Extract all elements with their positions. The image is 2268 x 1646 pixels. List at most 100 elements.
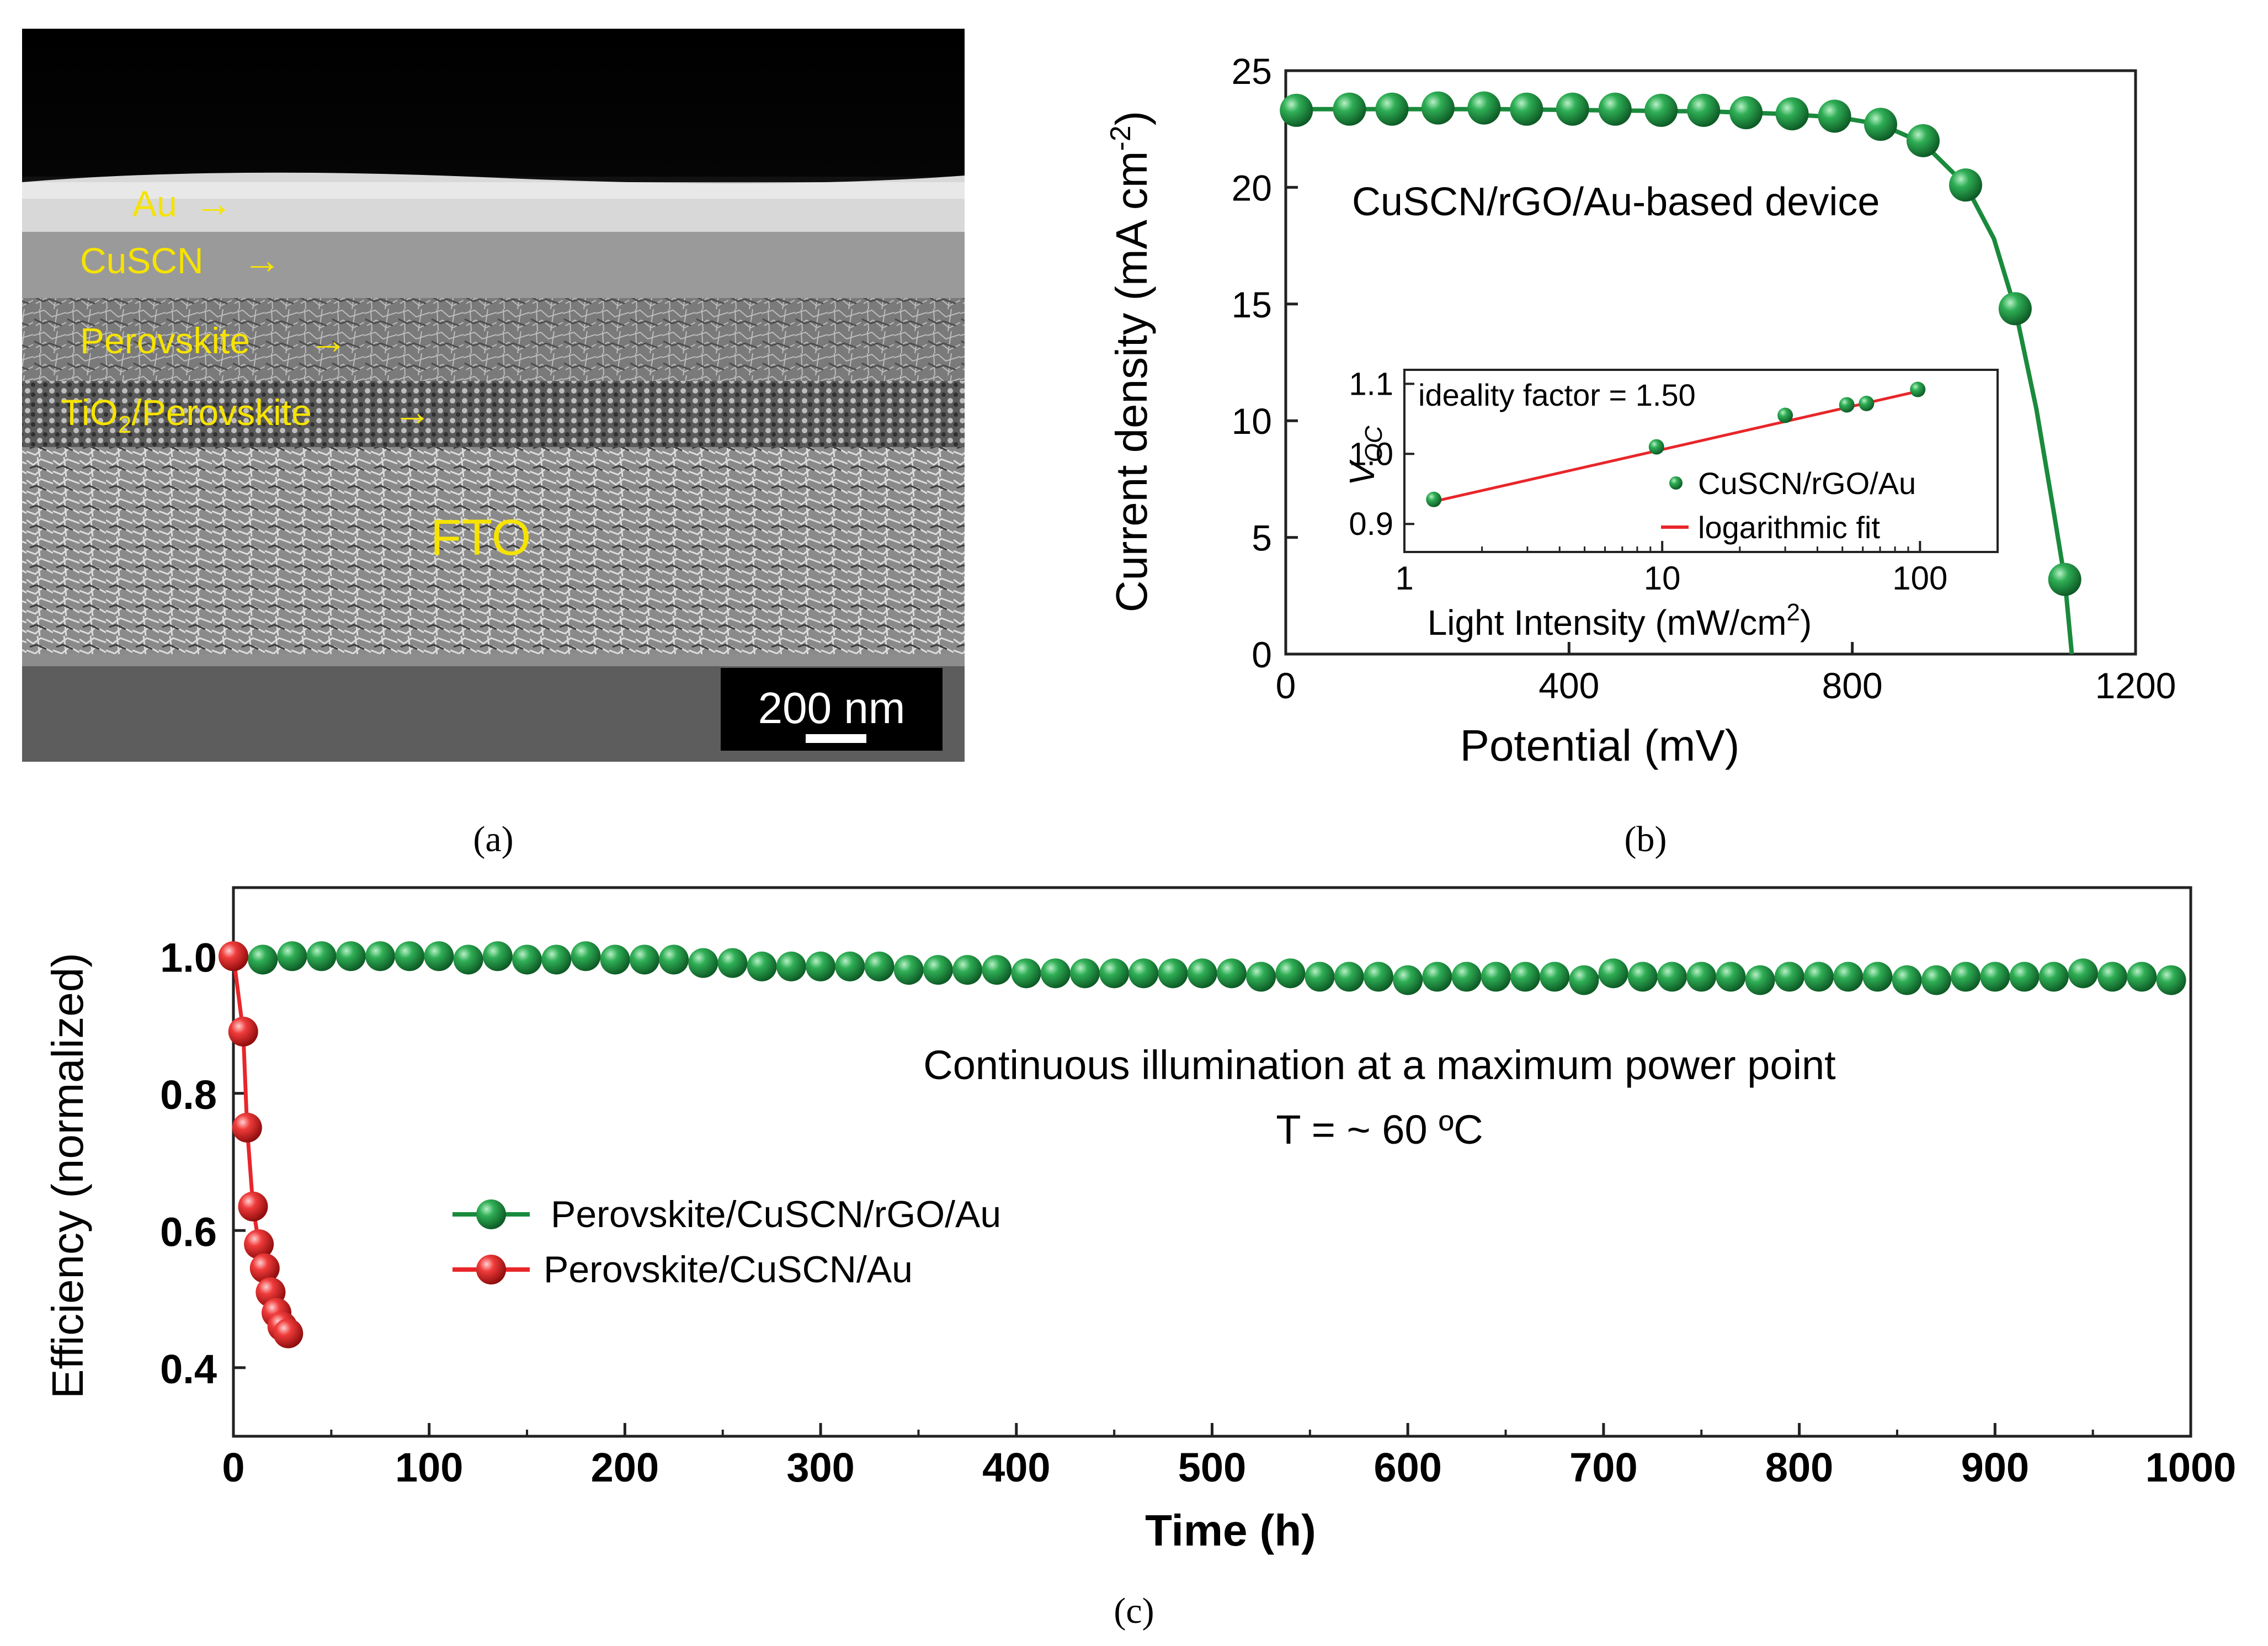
jv-point [1333, 92, 1366, 126]
series-green-point [1069, 958, 1100, 989]
series-green-point [1334, 962, 1364, 992]
inset-ytick-label: 1.1 [1349, 366, 1393, 402]
stability-ytick-label: 0.6 [160, 1209, 217, 1255]
series-green-point [1921, 965, 1951, 995]
inset-xtick-label: 10 [1644, 560, 1681, 597]
series-green-point [1833, 962, 1864, 992]
series-green-point [1716, 962, 1746, 992]
inset-point [1859, 395, 1875, 411]
series-red-point [249, 1253, 280, 1283]
jv-chart: 0 400 800 1200 0 5 10 15 20 25 CuSCN/rGO/Au-based… [1105, 51, 2176, 770]
stability-xtick-label: 100 [395, 1445, 463, 1490]
series-green-point [1187, 958, 1217, 989]
series-green-point [571, 941, 601, 971]
inset-legend-label-points: CuSCN/rGO/Au [1698, 466, 1916, 501]
jv-point [1687, 93, 1721, 127]
inset-axes: 1 10 100 0.9 1.0 1.1 [1349, 366, 1999, 597]
jv-point [2048, 562, 2081, 596]
sem-arrow-perovskite: → [309, 318, 348, 362]
series-green-point [1481, 962, 1511, 992]
series-green-point [2009, 962, 2040, 992]
stability-ytick-label: 0.4 [160, 1346, 217, 1392]
voc-inset: 1 10 100 0.9 1.0 1.1 ideality factor = 1.50 L… [1342, 366, 1999, 643]
jv-point [1375, 92, 1409, 126]
panel-label-b: (b) [1625, 819, 1667, 859]
inset-legend-marker [1669, 476, 1683, 490]
stability-xtick-label: 400 [982, 1445, 1050, 1490]
jv-point [1280, 93, 1313, 127]
series-green-point [600, 944, 630, 975]
jv-point [1907, 124, 1940, 157]
series-green-point [2156, 965, 2186, 995]
jv-plot-frame [1284, 69, 2137, 656]
sem-arrow-au: → [194, 182, 233, 225]
jv-title: CuSCN/rGO/Au-based device [1352, 180, 1880, 224]
series-green-point [365, 941, 396, 971]
series-green-point [1540, 962, 1570, 992]
series-green-point [1128, 958, 1159, 989]
series-green-point [1275, 958, 1306, 989]
inset-frame [1403, 369, 1999, 553]
series-green-point [776, 951, 806, 981]
series-red-point [232, 1112, 262, 1143]
series-green-point [1158, 958, 1188, 989]
scale-bar-label: 200 nm [758, 683, 906, 732]
series-green-point [336, 941, 366, 971]
series-red-point [238, 1191, 268, 1222]
series-green-point [952, 955, 983, 985]
jv-point [1556, 92, 1589, 126]
scale-bar-line [806, 734, 866, 743]
sem-fto-layer [22, 447, 965, 657]
stability-xtick-label: 1000 [2145, 1445, 2237, 1490]
inset-xtick-label: 100 [1892, 560, 1947, 597]
jv-ytick-label: 10 [1232, 401, 1272, 442]
stability-ytick-label: 1.0 [160, 934, 217, 980]
series-green-point [1657, 962, 1687, 992]
series-green-point [1305, 962, 1335, 992]
jv-point [1998, 292, 2032, 326]
sem-glass-edge [22, 654, 965, 666]
stability-annotation-temp: T = ~ 60 ºC [1276, 1107, 1483, 1153]
series-green-point [1804, 962, 1834, 992]
series-green-point [453, 944, 483, 975]
inset-xtick-label: 1 [1395, 560, 1413, 597]
series-green-point [629, 944, 659, 975]
legend-label-red: Perovskite/CuSCN/Au [544, 1249, 913, 1291]
stability-ytick-label: 0.8 [160, 1072, 217, 1118]
series-green-point [1774, 962, 1804, 992]
series-green-point [512, 944, 542, 975]
stability-chart: 0 100 200 300 400 500 600 700 800 900 1000 0.4 0.6 0.… [43, 886, 2237, 1555]
series-red-point [273, 1318, 304, 1348]
stability-xtick-label: 300 [786, 1445, 854, 1490]
sem-vacuum-region [22, 29, 965, 177]
series-green-point [248, 944, 278, 975]
series-green-point [835, 951, 865, 981]
series-red-point [228, 1016, 258, 1047]
series-green-point [1951, 962, 1981, 992]
series-green-point [717, 948, 748, 978]
inset-xlabel-sup: 2 [1787, 599, 1800, 626]
inset-fit-line [1433, 389, 1920, 503]
series-green-point [2097, 962, 2128, 992]
series-green-point [1011, 958, 1041, 989]
series-green-point [1980, 962, 2010, 992]
series-green-point [424, 941, 454, 971]
sem-image-panel: Au → CuSCN → Perovskite → TiO2/Perovskit… [22, 29, 965, 762]
series-green-point [541, 944, 572, 975]
stability-annotation: Continuous illumination at a maximum pow… [923, 1042, 1836, 1088]
series-green-point [1598, 958, 1628, 989]
jv-axes: 0 400 800 1200 0 5 10 15 20 25 [1232, 51, 2176, 706]
inset-legend-label-fit: logarithmic fit [1698, 510, 1880, 545]
tio2-text: TiO [61, 392, 118, 433]
series-green-point [395, 941, 425, 971]
jv-ytick-label: 0 [1252, 634, 1272, 675]
jv-point [1949, 168, 1982, 202]
series-green-point [893, 955, 924, 985]
legend-label-green: Perovskite/CuSCN/rGO/Au [551, 1193, 1001, 1235]
series-green-point [1216, 958, 1247, 989]
sem-arrow-cuscn: → [243, 238, 281, 282]
sem-perovskite-layer [22, 298, 965, 381]
series-green-point [1862, 962, 1893, 992]
series-green-point [2068, 958, 2098, 989]
